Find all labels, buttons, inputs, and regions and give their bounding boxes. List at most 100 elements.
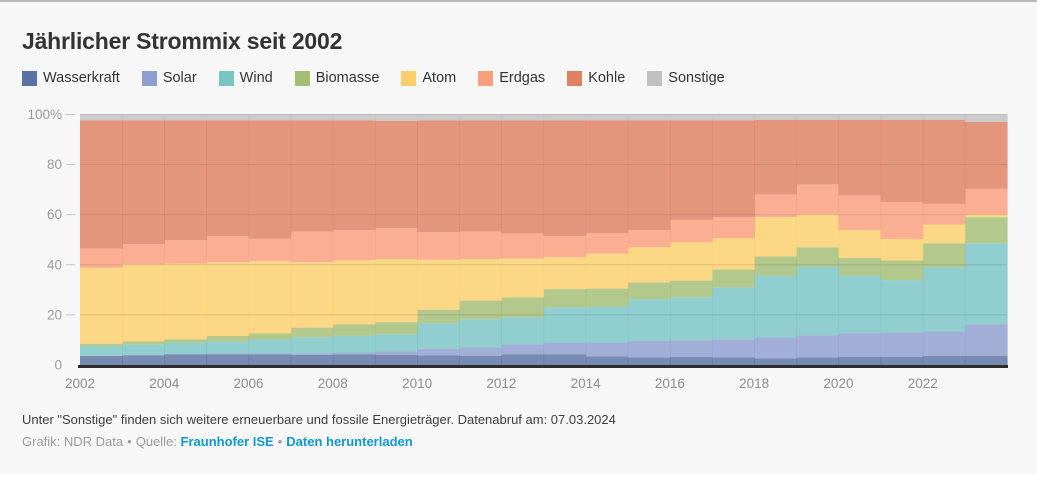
band-wasserkraft (543, 354, 587, 365)
legend-swatch-biomasse (294, 70, 310, 86)
band-kohle (712, 120, 755, 218)
band-atom (290, 262, 334, 328)
band-atom (880, 239, 924, 261)
band-wind (459, 319, 502, 348)
band-sonstige (332, 114, 376, 121)
band-wasserkraft (332, 354, 376, 365)
x-tick-label: 2014 (571, 376, 602, 391)
band-sonstige (796, 114, 840, 120)
band-wasserkraft (880, 356, 924, 365)
band-wasserkraft (417, 355, 460, 365)
source-link[interactable]: Fraunhofer ISE (180, 434, 274, 449)
band-atom (332, 260, 376, 325)
band-wind (627, 299, 671, 341)
y-tick-label: 60 (47, 207, 62, 222)
band-solar (501, 344, 545, 355)
x-tick-label: 2022 (908, 376, 938, 391)
band-erdgas (922, 203, 966, 225)
band-wasserkraft (712, 357, 755, 365)
band-kohle (332, 120, 376, 231)
band-kohle (122, 120, 165, 245)
band-atom (712, 238, 755, 270)
band-wind (796, 266, 840, 336)
band-wind (374, 334, 418, 352)
band-kohle (922, 119, 966, 204)
band-solar (374, 351, 418, 355)
band-solar (206, 353, 250, 355)
band-kohle (417, 120, 460, 233)
band-kohle (374, 120, 418, 229)
band-atom (459, 259, 502, 301)
band-erdgas (880, 202, 924, 239)
band-sonstige (459, 114, 502, 121)
x-tick-label: 2002 (65, 376, 95, 391)
band-kohle (459, 120, 502, 232)
band-sonstige (669, 114, 713, 121)
legend-label: Wind (239, 70, 273, 86)
band-kohle (627, 120, 671, 230)
band-solar (838, 333, 882, 357)
band-solar (964, 324, 1008, 356)
band-sonstige (627, 114, 671, 121)
chart-title: Jährlicher Strommix seit 2002 (22, 28, 343, 54)
band-sonstige (838, 114, 882, 120)
legend-item-biomasse: Biomasse (294, 70, 379, 86)
band-sonstige (248, 114, 292, 121)
band-wasserkraft (838, 356, 882, 365)
band-solar (585, 342, 629, 357)
legend-item-wind: Wind (218, 70, 273, 86)
band-atom (543, 257, 587, 290)
y-tick-label: 0 (54, 358, 62, 373)
band-erdgas (332, 230, 376, 261)
band-sonstige (206, 114, 250, 121)
legend-item-erdgas: Erdgas (478, 70, 545, 86)
band-erdgas (459, 231, 502, 260)
band-wasserkraft (501, 354, 545, 365)
band-wind (922, 267, 966, 332)
band-erdgas (248, 238, 292, 262)
band-atom (922, 224, 966, 244)
band-biomasse (206, 335, 250, 342)
x-tick-label: 2016 (655, 376, 685, 391)
band-erdgas (754, 194, 797, 218)
band-erdgas (206, 235, 250, 263)
band-wasserkraft (248, 354, 292, 365)
band-atom (374, 259, 418, 323)
band-erdgas (80, 248, 123, 268)
legend-swatch-wind (218, 70, 234, 86)
band-erdgas (796, 184, 840, 215)
band-biomasse (712, 269, 755, 288)
band-kohle (880, 119, 924, 203)
band-erdgas (964, 188, 1008, 215)
y-tick-label: 40 (47, 257, 62, 272)
legend-item-kohle: Kohle (567, 70, 625, 86)
band-atom (248, 261, 292, 334)
band-wasserkraft (80, 355, 123, 365)
band-wasserkraft (459, 355, 502, 365)
band-kohle (248, 120, 292, 239)
band-wasserkraft (754, 358, 797, 365)
band-wind (164, 342, 208, 354)
band-biomasse (543, 289, 587, 308)
band-biomasse (459, 300, 502, 320)
band-atom (206, 262, 250, 336)
download-link[interactable]: Daten herunterladen (286, 434, 413, 449)
band-solar (796, 335, 840, 358)
band-wind (712, 287, 755, 340)
band-solar (248, 353, 292, 355)
band-atom (669, 242, 713, 281)
legend-swatch-atom (401, 70, 417, 86)
band-biomasse (796, 247, 840, 267)
band-wind (206, 341, 250, 354)
chart-legend: Wasserkraft Solar Wind Biomasse Atom Erdgas Ko… (22, 70, 725, 86)
band-erdgas (417, 232, 460, 260)
band-biomasse (627, 282, 671, 300)
band-wind (332, 335, 376, 353)
band-wasserkraft (669, 356, 713, 365)
band-wasserkraft (374, 354, 418, 365)
band-erdgas (712, 217, 755, 239)
band-solar (459, 347, 502, 356)
band-kohle (754, 119, 797, 195)
band-erdgas (501, 233, 545, 259)
